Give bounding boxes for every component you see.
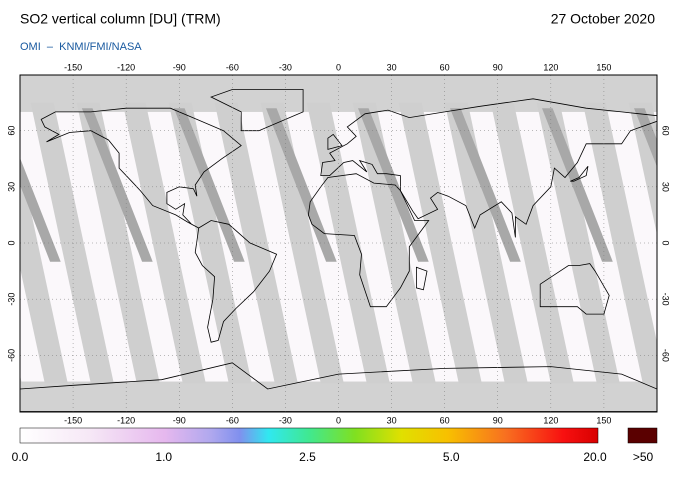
lat-label-left: 0 — [6, 240, 16, 245]
lat-label-left: 60 — [6, 126, 16, 136]
lat-label-right: 60 — [661, 126, 671, 136]
lat-label-right: -60 — [661, 349, 671, 362]
coastline — [570, 165, 589, 182]
lon-label-top: -60 — [226, 62, 239, 72]
lon-label-bottom: 0 — [336, 415, 341, 425]
orbit-gap — [76, 102, 160, 384]
title: SO2 vertical column [DU] (TRM) — [20, 11, 221, 27]
orbit-gap — [536, 102, 620, 384]
lon-label-bottom: -90 — [173, 415, 186, 425]
lon-label-top: -120 — [117, 62, 135, 72]
colorbar-label: 0.0 — [12, 450, 29, 464]
coastline — [194, 220, 278, 343]
orbit-gap — [352, 102, 436, 384]
credit: OMI – KNMI/FMI/NASA — [20, 41, 142, 53]
orbit-gap — [582, 102, 657, 384]
lat-label-left: -30 — [6, 293, 16, 306]
orbit-gap — [444, 102, 528, 384]
colorbar-label: 2.5 — [299, 450, 316, 464]
polar-region — [20, 75, 657, 112]
orbit-gap — [20, 160, 68, 384]
orbit-overlap — [81, 108, 153, 262]
date: 27 October 2020 — [551, 11, 656, 27]
lon-label-bottom: 120 — [543, 415, 558, 425]
orbit-overlap — [20, 157, 61, 262]
lon-label-top: -30 — [279, 62, 292, 72]
colorbar-label: 20.0 — [583, 450, 607, 464]
lon-label-top: -90 — [173, 62, 186, 72]
polar-region — [20, 381, 657, 412]
lon-label-top: 30 — [387, 62, 397, 72]
coastline — [327, 133, 343, 150]
lat-label-right: -30 — [661, 293, 671, 306]
orbit-overlap — [634, 108, 657, 167]
lat-label-left: -60 — [6, 349, 16, 362]
orbit-overlap — [450, 108, 521, 262]
map-frame — [19, 74, 658, 413]
colorbar-overflow — [627, 427, 658, 444]
lon-label-top: -150 — [64, 62, 82, 72]
lon-label-bottom: 90 — [493, 415, 503, 425]
orbit-overlap — [173, 108, 245, 262]
coastline — [40, 107, 242, 229]
lat-label-right: 30 — [661, 182, 671, 192]
orbit-gap — [260, 102, 344, 384]
lon-label-top: 120 — [543, 62, 558, 72]
coastline — [307, 173, 430, 308]
orbit-overlap — [542, 108, 613, 262]
lon-label-top: 60 — [440, 62, 450, 72]
coastline — [415, 266, 428, 291]
coastline — [539, 263, 610, 315]
overflow-label: >50 — [633, 450, 654, 464]
lon-label-bottom: 150 — [596, 415, 611, 425]
lon-label-bottom: -60 — [226, 415, 239, 425]
lon-label-bottom: -150 — [64, 415, 82, 425]
lon-label-top: 0 — [336, 62, 341, 72]
lon-label-bottom: -30 — [279, 415, 292, 425]
colorbar — [19, 427, 599, 444]
lat-label-right: 0 — [661, 240, 671, 245]
lon-label-bottom: -120 — [117, 415, 135, 425]
map — [20, 75, 657, 412]
colorbar-label: 1.0 — [155, 450, 172, 464]
orbit-overlap — [266, 108, 337, 262]
lon-label-bottom: 60 — [440, 415, 450, 425]
coastline — [20, 362, 657, 412]
colorbar-label: 5.0 — [443, 450, 460, 464]
lon-label-top: 150 — [596, 62, 611, 72]
lat-label-left: 30 — [6, 182, 16, 192]
lon-label-bottom: 30 — [387, 415, 397, 425]
lon-label-top: 90 — [493, 62, 503, 72]
coastline — [210, 89, 304, 132]
